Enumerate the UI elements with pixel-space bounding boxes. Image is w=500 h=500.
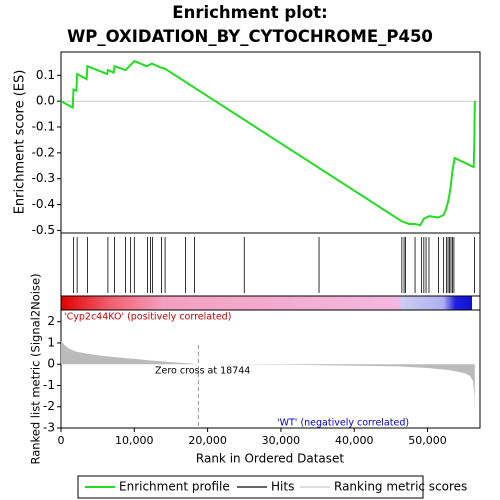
- annotation: 'Cyp2c44KO' (positively correlated): [64, 312, 231, 323]
- y-tick-label: 0: [47, 357, 55, 371]
- y-tick-label: -0.1: [32, 119, 55, 133]
- y-tick-label: -0.4: [32, 197, 55, 211]
- x-tick-label: 10,000: [115, 434, 154, 447]
- frame: [60, 51, 481, 429]
- y-tick-label: -0.5: [32, 223, 55, 237]
- x-tick-label: 0: [58, 434, 65, 447]
- y-tick-label: 2: [47, 314, 55, 328]
- y-tick-label: -0.2: [32, 145, 55, 159]
- y-tick-label: -3: [43, 421, 55, 435]
- color-bar: [61, 296, 472, 310]
- chart-title: Enrichment plot: WP_OXIDATION_BY_CYTOCHR…: [67, 3, 433, 46]
- x-tick-label: 20,000: [188, 434, 227, 447]
- metric-area: [61, 340, 475, 424]
- y-tick-label: -2: [43, 399, 55, 413]
- x-axis-label: Rank in Ordered Dataset: [196, 452, 344, 466]
- y-tick-label: 0.0: [36, 94, 55, 108]
- legend-label: Ranking metric scores: [334, 480, 467, 494]
- legend-label: Enrichment profile: [119, 480, 230, 494]
- y-axis-label: Ranked list metric (Signal2Noise): [29, 273, 43, 464]
- enrichment-line: [60, 59, 476, 227]
- y-axis-label: Enrichment score (ES): [13, 70, 28, 215]
- y-tick-label: 0.1: [36, 68, 55, 82]
- y-tick-label: -1: [43, 378, 55, 392]
- x-tick-label: 30,000: [262, 434, 301, 447]
- legend-label: Hits: [271, 480, 294, 494]
- annotation: 'WT' (negatively correlated): [277, 418, 409, 429]
- annotation: Zero cross at 18744: [155, 366, 250, 377]
- y-tick-label: 1: [47, 335, 55, 349]
- x-tick-label: 50,000: [408, 434, 447, 447]
- x-tick-label: 40,000: [335, 434, 374, 447]
- y-tick-label: -0.3: [32, 171, 55, 185]
